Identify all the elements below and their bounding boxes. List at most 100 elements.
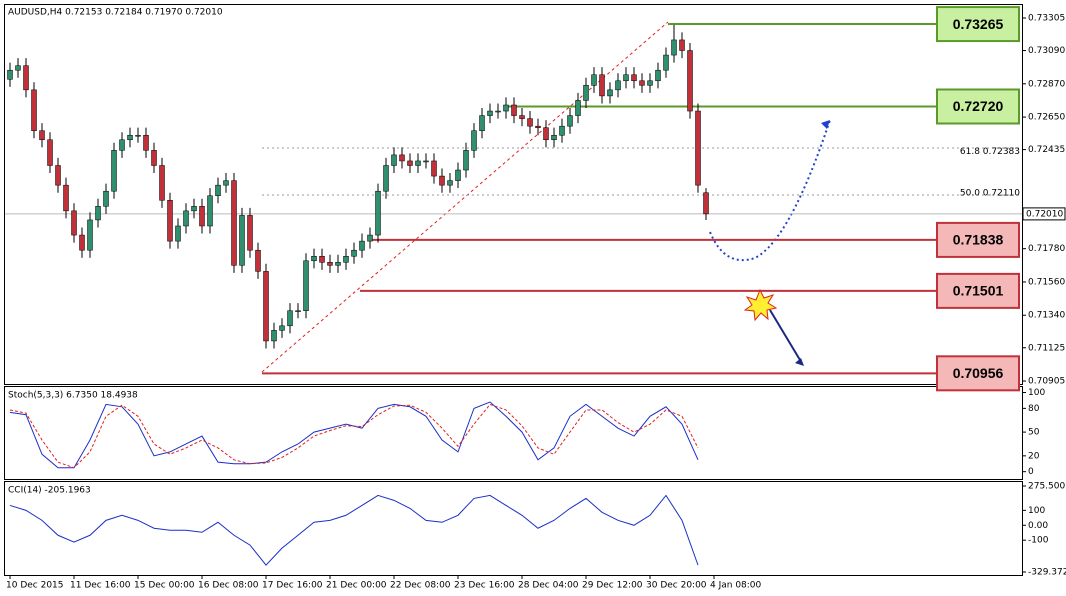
candle-body: [151, 150, 157, 166]
level-box: [936, 355, 1020, 392]
candle-body: [687, 50, 693, 112]
candle-body: [231, 180, 237, 266]
level-label: 0.71838: [953, 232, 1004, 248]
candle-body: [663, 54, 669, 71]
candle-body: [615, 80, 621, 91]
candle-body: [207, 195, 213, 227]
candle-body: [15, 65, 21, 71]
candle-body: [127, 134, 133, 141]
candle-body: [279, 325, 285, 331]
stoch-panel: [4, 386, 1023, 480]
y-tick-label: 0.00: [1028, 521, 1048, 531]
candle-body: [111, 150, 117, 192]
candle-body: [439, 175, 445, 186]
candle-body: [631, 74, 637, 82]
candle-body: [167, 200, 173, 242]
candle-body: [335, 262, 341, 266]
x-tick-label: 21 Dec 00:00: [326, 581, 387, 591]
candle-body: [239, 215, 245, 266]
y-tick-label: 0: [1028, 467, 1034, 477]
y-tick-label: 80: [1028, 404, 1040, 414]
candle-body: [575, 100, 581, 116]
candle-body: [87, 219, 93, 251]
chart-title: AUDUSD,H4 0.72153 0.72184 0.71970 0.7201…: [8, 8, 223, 18]
candle-body: [407, 160, 413, 166]
x-tick-label: 16 Dec 08:00: [198, 581, 259, 591]
candle-body: [647, 80, 653, 86]
breakout-star: [743, 288, 778, 322]
x-tick-label: 22 Dec 08:00: [390, 581, 451, 591]
y-tick-label: 20: [1028, 451, 1040, 461]
candle-body: [311, 255, 317, 262]
candle-body: [287, 310, 293, 327]
candle-body: [71, 210, 77, 236]
candle-body: [455, 169, 461, 181]
y-tick-label: 0.71560: [1028, 277, 1065, 287]
indicator-line: [9, 403, 699, 469]
candle-body: [199, 206, 205, 227]
candle-body: [103, 190, 109, 207]
candle-body: [559, 125, 565, 136]
x-tick-label: 30 Dec 20:00: [646, 581, 707, 591]
x-tick-label: 23 Dec 16:00: [454, 581, 515, 591]
candle-body: [143, 134, 149, 151]
candle-body: [551, 134, 557, 141]
y-tick-label: 0.70905: [1028, 377, 1065, 387]
candle-body: [463, 150, 469, 171]
candle-body: [343, 255, 349, 263]
y-tick-label: 275.5002: [1028, 482, 1066, 492]
candle-body: [263, 271, 269, 342]
fib-label: 50.0 0.72110: [960, 188, 1020, 198]
candle-body: [31, 89, 37, 131]
candle-body: [703, 192, 709, 215]
candle-body: [223, 180, 229, 186]
y-tick-label: 100: [1028, 388, 1045, 398]
candle-body: [431, 160, 437, 177]
candle-body: [487, 110, 493, 116]
candle-body: [591, 74, 597, 86]
y-tick-label: 0.71780: [1028, 244, 1065, 254]
y-tick-label: 0.71340: [1028, 311, 1065, 321]
candle-body: [679, 39, 685, 51]
y-tick-label: 50: [1028, 428, 1040, 438]
current-price-box: [1022, 207, 1066, 221]
candle-body: [479, 115, 485, 131]
candle-body: [535, 125, 541, 128]
candle-body: [7, 69, 13, 80]
candle-body: [327, 262, 333, 266]
y-tick-label: 0.72650: [1028, 113, 1065, 123]
x-tick-label: 28 Dec 04:00: [518, 581, 579, 591]
level-label: 0.70956: [953, 365, 1004, 381]
candle-body: [599, 74, 605, 97]
x-tick-label: 11 Dec 16:00: [70, 581, 131, 591]
candle-body: [55, 165, 61, 186]
candle-body: [495, 110, 501, 113]
candle-body: [63, 184, 69, 212]
candle-body: [391, 154, 397, 166]
candle-body: [375, 190, 381, 236]
level-label: 0.71501: [953, 283, 1004, 299]
candle-body: [95, 206, 101, 221]
candle-body: [39, 130, 45, 141]
candle-body: [47, 139, 53, 166]
indicator-title: Stoch(5,3,3) 6.7350 18.4938: [8, 391, 138, 401]
candle-body: [295, 310, 301, 312]
candle-body: [135, 134, 141, 137]
candle-body: [359, 240, 365, 251]
candle-body: [503, 104, 509, 112]
candle-body: [543, 127, 549, 141]
y-tick-label: 0.72435: [1028, 145, 1065, 155]
candle-body: [471, 130, 477, 151]
candle-body: [527, 118, 533, 127]
y-tick-label: 0.73305: [1028, 14, 1065, 24]
projection-arrow: [769, 309, 801, 361]
candle-body: [175, 225, 181, 242]
fib-label: 61.8 0.72383: [960, 147, 1020, 157]
candle-body: [383, 165, 389, 192]
x-tick-label: 15 Dec 00:00: [134, 581, 195, 591]
candle-body: [623, 74, 629, 82]
candle-body: [351, 249, 357, 257]
indicator-line: [9, 494, 699, 566]
level-label: 0.73265: [953, 16, 1004, 32]
